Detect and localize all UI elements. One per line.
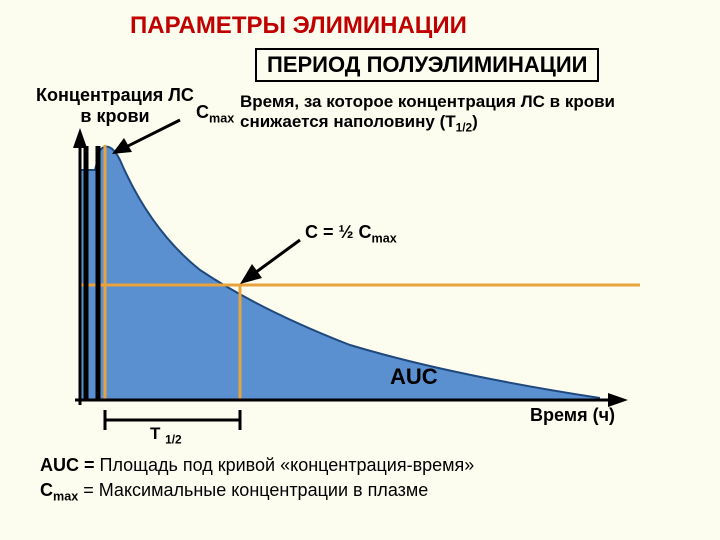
footer-line-1: AUC = Площадь под кривой «концентрация-в… xyxy=(40,455,474,476)
cmax-arrow-line xyxy=(120,120,180,150)
t-half-label: Т 1/2 xyxy=(150,424,182,446)
auc-area xyxy=(80,147,600,400)
half-arrow-head xyxy=(240,264,262,284)
auc-label: AUC xyxy=(390,364,438,390)
y-axis-arrow xyxy=(73,128,87,148)
footer-line-2: Сmax = Максимальные концентрации в плазм… xyxy=(40,480,428,504)
half-cmax-label: С = ½ Сmax xyxy=(305,222,397,246)
xlabel: Время (ч) xyxy=(530,405,615,426)
